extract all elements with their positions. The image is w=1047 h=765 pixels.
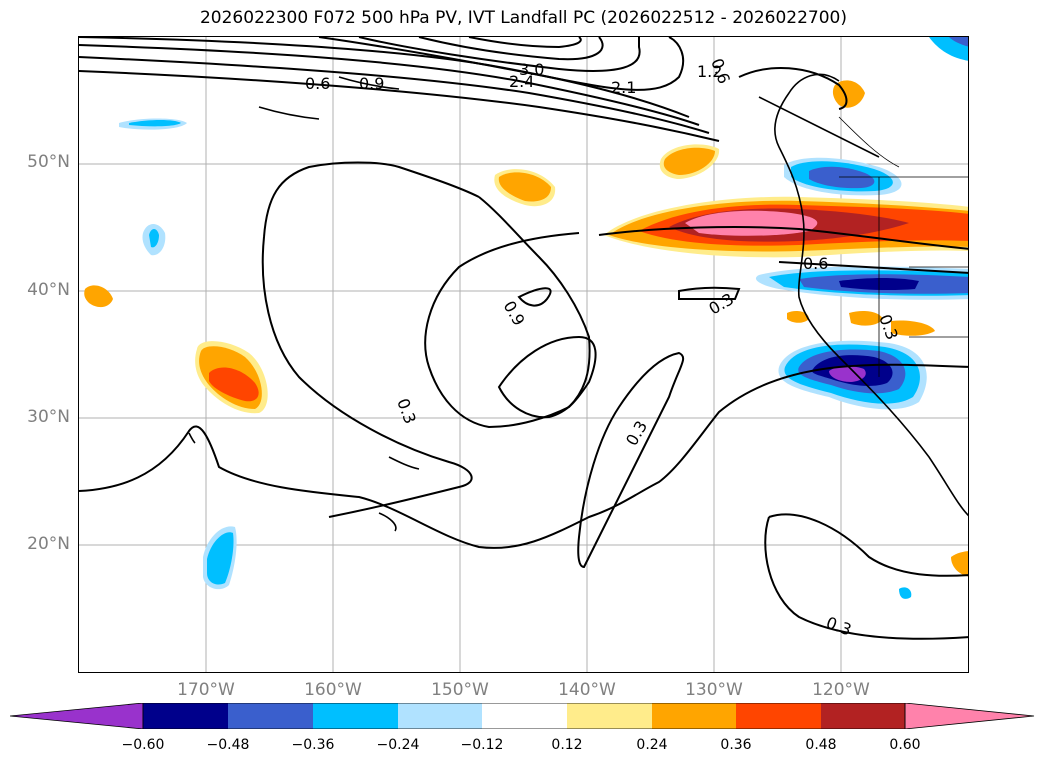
contour-0p3-south-tongue xyxy=(577,351,685,569)
colorbar-bin-8 xyxy=(736,703,821,729)
contour-label-2p4: 2.4 xyxy=(509,72,534,91)
borders xyxy=(838,116,968,377)
contour-0p3-box xyxy=(678,286,741,300)
lon-label-170w: 170°W xyxy=(177,680,235,700)
colorbar-tick-012: 0.12 xyxy=(551,737,583,753)
colorbar-bin-3 xyxy=(313,703,398,729)
contour-0p3-inner-loop xyxy=(497,335,597,419)
blue-blob-hawaii-west-core xyxy=(207,532,234,585)
lat-label-30n: 30°N xyxy=(27,407,70,427)
contour-label-0p6-a: 0.6 xyxy=(305,74,330,93)
contour-0p6-mid xyxy=(517,287,552,307)
colorbar-tick-024: 0.24 xyxy=(636,737,668,753)
lon-label-120w: 120°W xyxy=(812,680,870,700)
colorbar-tick-neg012: −0.12 xyxy=(460,737,504,753)
colorbar-bin-1 xyxy=(143,703,228,729)
lat-label-50n: 50°N xyxy=(27,152,70,172)
contour-0p9-inner xyxy=(424,196,591,429)
contour-label-0p9-a: 0.9 xyxy=(359,74,384,93)
colorbar-tick-036: 0.36 xyxy=(720,737,752,753)
colorbar-tick-048: 0.48 xyxy=(805,737,837,753)
contour-0p6-east xyxy=(598,226,968,250)
contour-0p3-south-b xyxy=(768,513,968,577)
blue-blob-small-core xyxy=(149,229,159,248)
map-panel: 3.0 2.4 2.1 1.2 0.6 0.9 0.9 0.6 0.3 0.3 … xyxy=(78,36,969,673)
orange-blob-coast3 xyxy=(787,311,809,323)
contour-0p3-left-loop xyxy=(261,161,480,518)
colorbar-bin-6 xyxy=(567,703,652,729)
orange-blob-north-core xyxy=(663,147,715,175)
colorbar-tick-neg048: −0.48 xyxy=(206,737,250,753)
coastlines xyxy=(188,73,968,532)
pv-contours xyxy=(79,37,968,640)
contour-label-0p3-a: 0.3 xyxy=(706,289,738,318)
contour-label-1p2: 1.2 xyxy=(697,62,722,81)
contour-label-0p3-d: 0.3 xyxy=(824,613,854,640)
lat-label-40n: 40°N xyxy=(27,280,70,300)
ar-band-pink xyxy=(685,210,818,236)
blue-north-mid xyxy=(809,166,875,189)
colorbar-bin-2 xyxy=(228,703,313,729)
colorbar-tick-neg060: −0.60 xyxy=(121,737,165,753)
contour-label-2p1: 2.1 xyxy=(611,78,636,97)
blue-blob-gulf-core xyxy=(129,120,181,127)
map-canvas: 3.0 2.4 2.1 1.2 0.6 0.9 0.9 0.6 0.3 0.3 … xyxy=(79,37,968,672)
lon-label-140w: 140°W xyxy=(558,680,616,700)
contour-label-3p0: 3.0 xyxy=(519,60,544,79)
orange-blob-south xyxy=(951,551,968,577)
colorbar-bin-7 xyxy=(652,703,736,729)
colorbar xyxy=(10,703,1035,729)
contour-0p3-horseshoe xyxy=(79,363,968,549)
orange-blob-mid-core xyxy=(498,172,551,202)
orange-blob-coast xyxy=(849,311,883,326)
orange-blob-coast2 xyxy=(891,320,935,336)
colorbar-tick-neg036: −0.36 xyxy=(291,737,335,753)
contour-label-0p6-b: 0.6 xyxy=(803,254,828,273)
colorbar-tick-060: 0.60 xyxy=(889,737,921,753)
colorbar-bin-5 xyxy=(482,703,567,729)
colorbar-tick-neg024: −0.24 xyxy=(376,737,420,753)
contour-0p3-south xyxy=(764,516,968,640)
map-title: 2026022300 F072 500 hPa PV, IVT Landfall… xyxy=(199,8,847,28)
colorbar-bin-9 xyxy=(821,703,905,729)
blue-blob-tiny xyxy=(899,587,912,599)
contour-label-0p6-c: 0.6 xyxy=(707,56,734,86)
lon-label-130w: 130°W xyxy=(685,680,743,700)
lat-label-20n: 20°N xyxy=(27,534,70,554)
blue-blob-purple xyxy=(829,366,866,382)
contour-label-0p3-c: 0.3 xyxy=(622,417,651,449)
lon-label-150w: 150°W xyxy=(431,680,489,700)
colorbar-bin-4 xyxy=(398,703,482,729)
lon-label-160w: 160°W xyxy=(304,680,362,700)
red-blob-west xyxy=(209,367,259,402)
contour-label-0p3-b: 0.3 xyxy=(393,396,420,426)
blue-topright-dark xyxy=(949,37,968,47)
colorbar-extend-high xyxy=(904,703,1035,729)
contour-0p6-east2 xyxy=(778,261,968,274)
orange-blob-far-west xyxy=(84,285,113,308)
colorbar-extend-low xyxy=(10,703,144,729)
